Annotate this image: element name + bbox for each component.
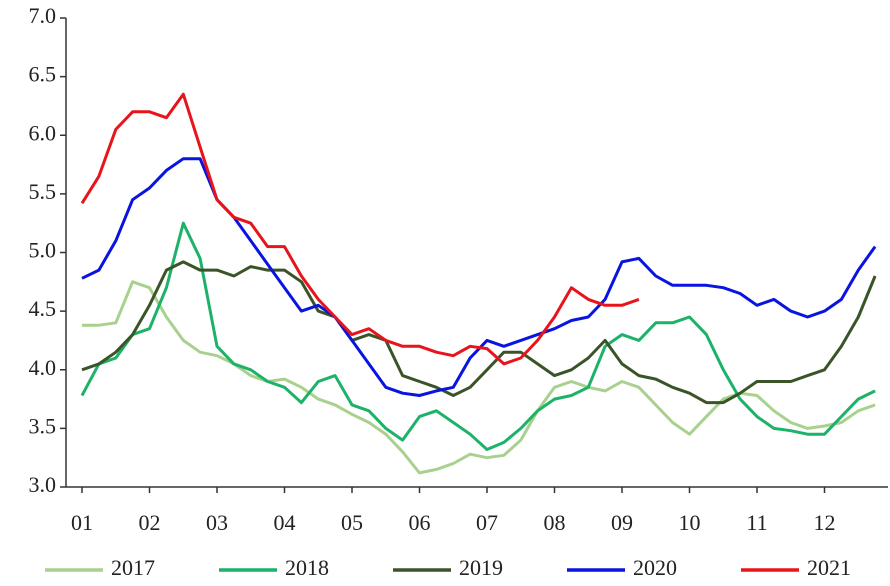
y-tick-label: 5.5 [29,179,57,204]
y-tick-label: 4.5 [29,296,57,321]
x-tick-label: 03 [206,510,228,535]
x-tick-label: 06 [409,510,431,535]
x-tick-label: 05 [341,510,363,535]
x-tick-label: 09 [611,510,633,535]
x-tick-label: 12 [814,510,836,535]
x-tick-label: 01 [71,510,93,535]
y-tick-label: 6.0 [29,120,57,145]
x-tick-label: 04 [274,510,296,535]
x-tick-label: 11 [746,510,767,535]
y-tick-label: 3.5 [29,413,57,438]
series-line [81,157,877,397]
series-line [80,92,640,366]
y-tick-label: 4.0 [29,355,57,380]
y-tick-label: 6.5 [29,62,57,87]
legend-label: 2019 [459,555,503,580]
x-tick-label: 02 [139,510,161,535]
series-line [80,221,876,451]
series-line [81,260,877,405]
x-tick-label: 10 [679,510,701,535]
legend-label: 2018 [285,555,329,580]
legend-label: 2020 [633,555,677,580]
x-tick-label: 07 [476,510,498,535]
y-tick-label: 3.0 [29,472,57,497]
legend-label: 2021 [807,555,851,580]
x-tick-label: 08 [544,510,566,535]
y-tick-label: 7.0 [29,3,57,28]
series-line [82,280,876,475]
legend-label: 2017 [111,555,155,580]
y-tick-label: 5.0 [29,238,57,263]
